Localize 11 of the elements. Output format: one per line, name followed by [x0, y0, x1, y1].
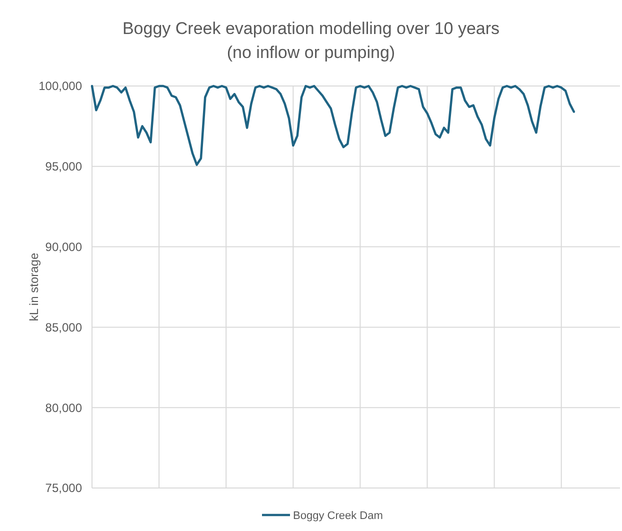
y-axis-title: kL in storage [27, 252, 41, 322]
y-tick-label: 100,000 [38, 79, 82, 94]
y-tick-label: 90,000 [45, 240, 82, 254]
legend-label: Boggy Creek Dam [293, 510, 383, 522]
chart-subtitle: (no inflow or pumping) [226, 43, 396, 62]
y-tick-label: 85,000 [45, 320, 82, 334]
chart-title: Boggy Creek evaporation modelling over 10 years [122, 19, 500, 38]
y-tick-label: 80,000 [45, 400, 82, 415]
line-series [90, 84, 576, 166]
y-tick-label: 95,000 [45, 160, 82, 174]
y-tick-label: 75,000 [45, 481, 82, 496]
